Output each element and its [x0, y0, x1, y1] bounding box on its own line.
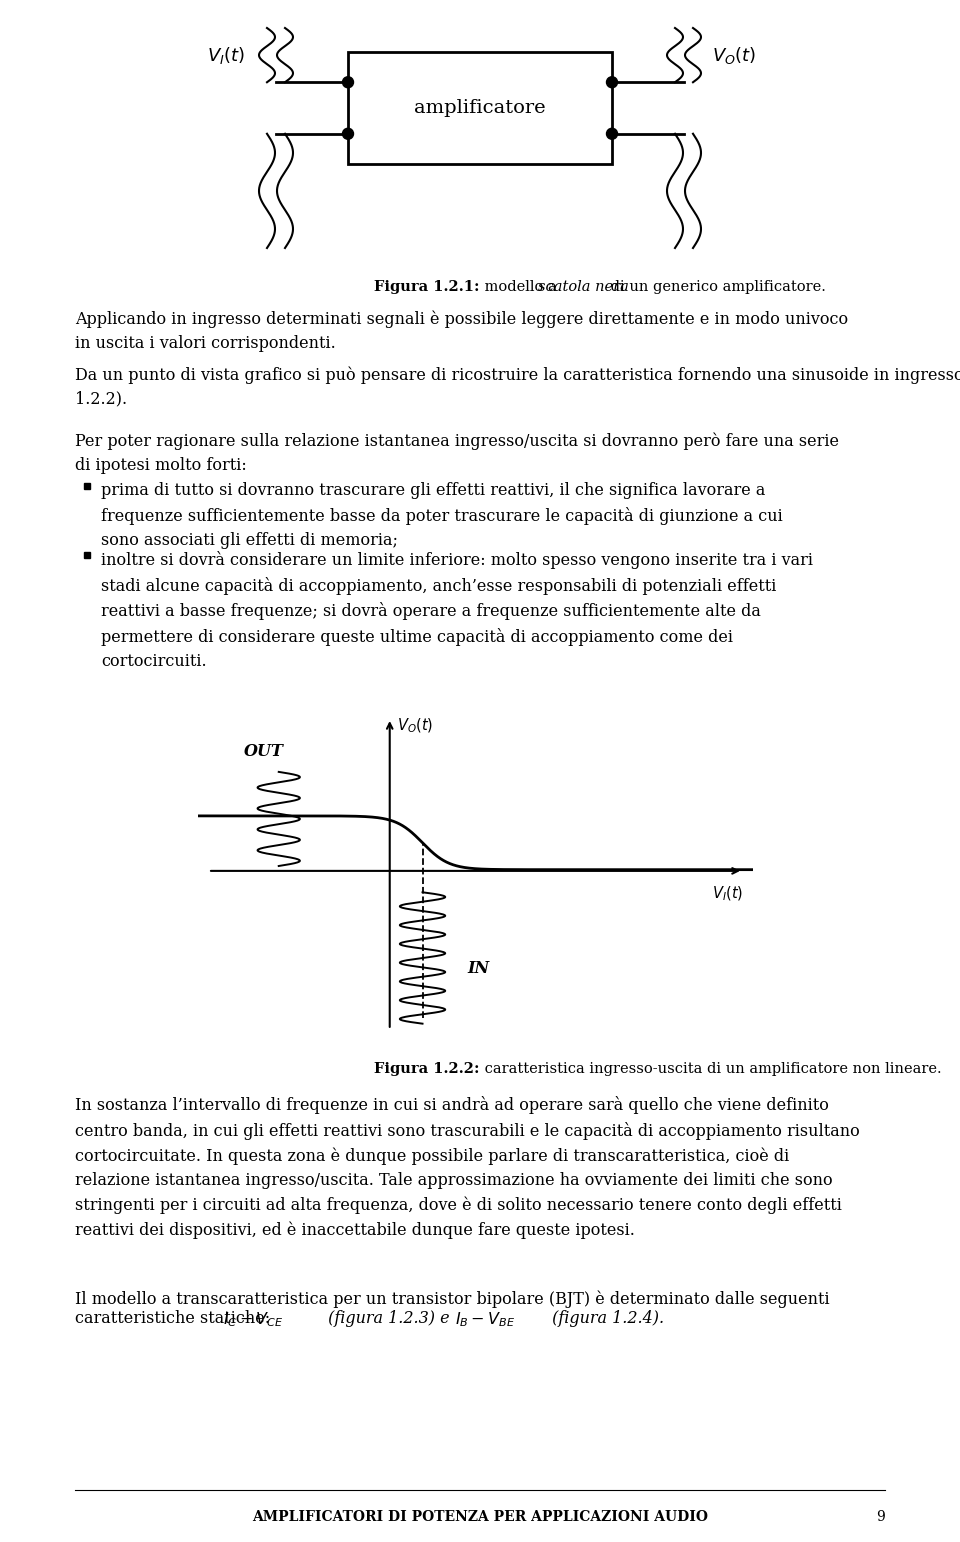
Circle shape	[343, 77, 353, 88]
Text: di un generico amplificatore.: di un generico amplificatore.	[606, 281, 826, 295]
Circle shape	[343, 128, 353, 139]
Text: 9: 9	[876, 1510, 885, 1523]
Bar	[348, 52, 612, 163]
Text: Figura 1.2.1:: Figura 1.2.1:	[374, 281, 480, 295]
Text: $I_C - V_{CE}$: $I_C - V_{CE}$	[223, 1311, 283, 1329]
Text: $V_I(t)$: $V_I(t)$	[711, 884, 743, 902]
Text: inoltre si dovrà considerare un limite inferiore: molto spesso vengono inserite : inoltre si dovrà considerare un limite i…	[101, 550, 813, 671]
Text: OUT: OUT	[244, 743, 283, 760]
Text: Per poter ragionare sulla relazione istantanea ingresso/uscita si dovranno però : Per poter ragionare sulla relazione ista…	[75, 432, 839, 473]
Text: In sostanza l’intervallo di frequenze in cui si andrà ad operare sarà quello che: In sostanza l’intervallo di frequenze in…	[75, 1096, 860, 1238]
Text: $V_O(t)$: $V_O(t)$	[712, 46, 756, 66]
Text: (figura 1.2.3) e: (figura 1.2.3) e	[323, 1311, 455, 1328]
Text: prima di tutto si dovranno trascurare gli effetti reattivi, il che significa lav: prima di tutto si dovranno trascurare gl…	[101, 483, 782, 549]
Text: Applicando in ingresso determinati segnali è possibile leggere direttamente e in: Applicando in ingresso determinati segna…	[75, 310, 848, 352]
Text: scatola nera: scatola nera	[538, 281, 629, 295]
Text: AMPLIFICATORI DI POTENZA PER APPLICAZIONI AUDIO: AMPLIFICATORI DI POTENZA PER APPLICAZION…	[252, 1510, 708, 1523]
Text: (figura 1.2.4).: (figura 1.2.4).	[547, 1311, 664, 1328]
Text: modello a: modello a	[480, 281, 562, 295]
Text: $V_O(t)$: $V_O(t)$	[397, 717, 434, 736]
Text: caratteristiche statiche:: caratteristiche statiche:	[75, 1311, 276, 1328]
Text: Figura 1.2.2:: Figura 1.2.2:	[374, 1062, 480, 1076]
Text: $V_I(t)$: $V_I(t)$	[207, 46, 245, 66]
Text: caratteristica ingresso-uscita di un amplificatore non lineare.: caratteristica ingresso-uscita di un amp…	[480, 1062, 942, 1076]
Text: $I_B - V_{BE}$: $I_B - V_{BE}$	[455, 1311, 516, 1329]
Text: IN: IN	[467, 961, 489, 978]
Text: Il modello a transcaratteristica per un transistor bipolare (BJT) è determinato : Il modello a transcaratteristica per un …	[75, 1291, 829, 1308]
Text: amplificatore: amplificatore	[414, 99, 546, 117]
Circle shape	[607, 77, 617, 88]
Text: Da un punto di vista grafico si può pensare di ricostruire la caratteristica for: Da un punto di vista grafico si può pens…	[75, 365, 960, 407]
Circle shape	[607, 128, 617, 139]
